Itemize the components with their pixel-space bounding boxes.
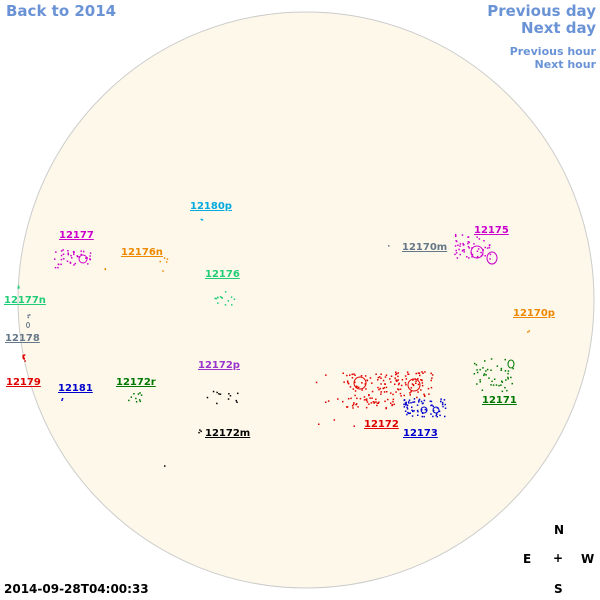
region-label-12181[interactable]: 12181 xyxy=(58,383,93,394)
region-label-12176n[interactable]: 12176n xyxy=(121,247,163,258)
features-12177n xyxy=(17,285,20,289)
features-12178-a xyxy=(26,322,30,328)
previous-hour-link[interactable]: Previous hour xyxy=(509,45,596,58)
features-12172r xyxy=(128,392,143,403)
features-12172 xyxy=(342,372,400,410)
region-label-12172p[interactable]: 12172p xyxy=(198,360,240,371)
umbra-12173-b xyxy=(432,406,440,414)
features-12176n xyxy=(159,257,169,272)
next-day-link[interactable]: Next day xyxy=(521,19,596,37)
region-label-12177n[interactable]: 12177n xyxy=(4,295,46,306)
features-12178 xyxy=(27,314,31,319)
umbra-12173-a xyxy=(420,406,428,414)
features-12171 xyxy=(473,358,514,393)
features-12180p xyxy=(200,218,204,221)
region-label-12170m[interactable]: 12170m xyxy=(402,242,447,253)
region-label-12179[interactable]: 12179 xyxy=(6,377,41,388)
compass-north: N xyxy=(554,523,565,537)
back-to-year-link[interactable]: Back to 2014 xyxy=(6,2,117,20)
features-12170p xyxy=(527,330,530,333)
features-12170m xyxy=(388,245,390,247)
features-12176 xyxy=(214,291,236,306)
region-label-12170p[interactable]: 12170p xyxy=(513,308,555,319)
region-label-12171[interactable]: 12171 xyxy=(482,395,517,406)
region-label-12172[interactable]: 12172 xyxy=(364,419,399,430)
umbra-12172-b xyxy=(407,378,421,392)
compass-east: E xyxy=(523,552,532,566)
compass-south: S xyxy=(554,582,563,596)
region-label-12177[interactable]: 12177 xyxy=(59,230,94,241)
region-label-12172r[interactable]: 12172r xyxy=(116,377,156,388)
umbra-12171 xyxy=(507,359,515,369)
region-label-12172m[interactable]: 12172m xyxy=(205,428,250,439)
features-12172-b xyxy=(394,371,434,399)
region-label-12176[interactable]: 12176 xyxy=(205,269,240,280)
features-12176n-b xyxy=(104,268,107,271)
umbra-12172-a xyxy=(353,376,367,390)
next-hour-link[interactable]: Next hour xyxy=(534,58,597,71)
region-label-12175[interactable]: 12175 xyxy=(474,225,509,236)
features-12172m xyxy=(198,429,202,434)
features-12172-scatter xyxy=(315,374,355,427)
region-label-12173[interactable]: 12173 xyxy=(403,428,438,439)
solar-disk xyxy=(17,11,595,589)
observation-timestamp: 2014-09-28T04:00:33 xyxy=(4,582,149,596)
region-label-12178[interactable]: 12178 xyxy=(5,333,40,344)
umbra-12175-b xyxy=(486,251,498,265)
umbra-12175-a xyxy=(470,245,484,259)
previous-day-link[interactable]: Previous day xyxy=(487,2,596,20)
features-12181 xyxy=(61,398,64,401)
region-label-12180p[interactable]: 12180p xyxy=(190,201,232,212)
features-12179 xyxy=(22,354,26,362)
region-labels: 12180p 12177 12176n 12176 12177n 12178 12179 12… xyxy=(4,201,555,439)
compass-center: + xyxy=(553,551,564,565)
sunspot-features xyxy=(17,218,530,467)
umbra-12177 xyxy=(78,254,88,264)
compass-west: W xyxy=(581,552,595,566)
features-misc-black xyxy=(164,465,166,467)
features-12172p xyxy=(206,390,239,405)
